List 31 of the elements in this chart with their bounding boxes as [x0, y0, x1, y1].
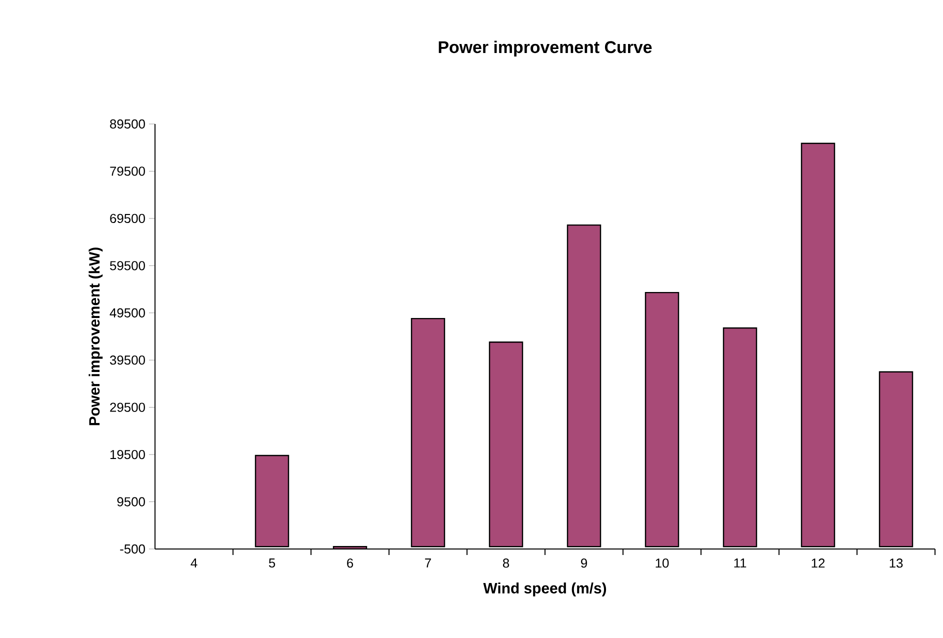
x-tick-label: 6: [347, 558, 354, 568]
y-tick-label: 59500: [110, 261, 145, 270]
bar: [722, 327, 758, 548]
y-tick-label: 9500: [117, 497, 145, 506]
bar: [644, 292, 680, 548]
bar: [410, 318, 446, 548]
y-tick-label: 79500: [110, 166, 145, 176]
x-tick-label: 12: [812, 558, 825, 568]
x-tick-label: 7: [425, 558, 431, 568]
y-axis-title: Power improvement (kW): [88, 248, 103, 426]
x-tick-label: 11: [734, 558, 746, 568]
bar: [488, 342, 524, 548]
bar: [254, 454, 290, 548]
x-tick-label: 9: [581, 558, 588, 568]
bar: [800, 142, 836, 548]
y-tick-label: 69500: [110, 214, 145, 224]
x-tick-label: 8: [502, 558, 510, 568]
bar: [878, 371, 914, 548]
y-tick-label: 49500: [110, 308, 145, 318]
x-tick-label: 4: [190, 558, 198, 568]
y-tick-label: 89500: [110, 119, 145, 129]
x-tick-label: 5: [268, 558, 276, 568]
x-tick-label: 10: [656, 558, 669, 568]
y-tick-label: -500: [120, 544, 145, 554]
y-tick-label: 29500: [110, 402, 145, 412]
y-tick-label: 19500: [110, 450, 145, 460]
chart-title: Power improvement Curve: [438, 40, 652, 56]
x-axis-title: Wind speed (m/s): [483, 582, 606, 596]
y-tick-label: 39500: [110, 356, 145, 365]
bar: [566, 224, 602, 548]
x-tick-label: 13: [890, 558, 903, 568]
